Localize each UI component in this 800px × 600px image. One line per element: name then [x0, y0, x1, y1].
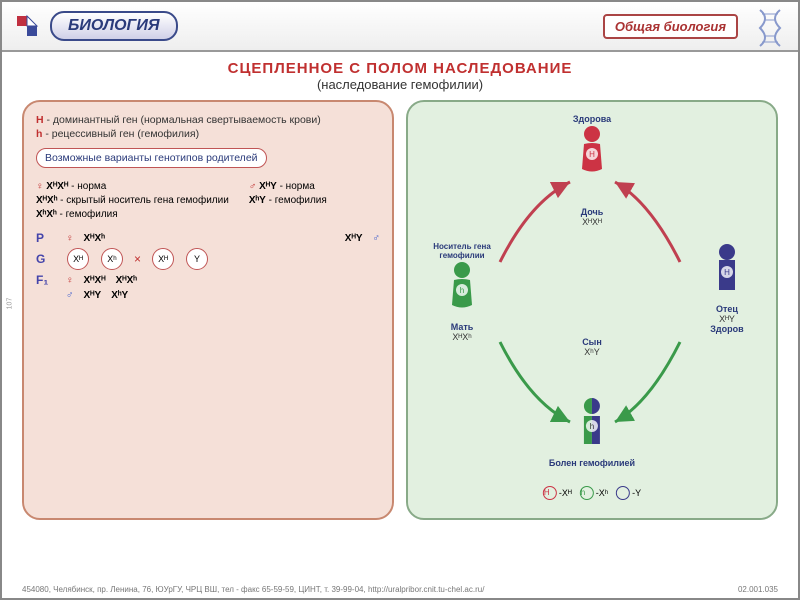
svg-text:h: h [590, 422, 594, 431]
genotype-header: Возможные варианты генотипов родителей [36, 148, 267, 168]
dna-icon [750, 8, 790, 46]
person-mother: Носитель гена гемофилии h Мать XᴴXʰ [422, 242, 502, 342]
cross-F1: F₁ ♀ XᴴXᴴ XᴴXʰ [36, 273, 380, 287]
label-daughter: Дочь XᴴXᴴ [581, 207, 604, 227]
section-button[interactable]: Общая биология [603, 14, 738, 39]
svg-text:H: H [589, 150, 595, 159]
cross-F1b: ♂ XᴴY XʰY [36, 290, 380, 301]
genotype-table: ♀ XᴴXᴴ - норма XᴴXʰ - скрытый носитель г… [36, 178, 380, 223]
cross-G: G Xᴴ Xʰ × Xᴴ Y [36, 248, 380, 270]
legend-h: h - рецессивный ген (гемофилия) [36, 128, 380, 140]
svg-text:H: H [724, 268, 730, 277]
genotype-panel: H - доминантный ген (нормальная свертыва… [22, 100, 394, 520]
male-column: ♂ XᴴY - норма XʰY - гемофилия [249, 178, 327, 223]
footer-bar: 454080, Челябинск, пр. Ленина, 76, ЮУрГУ… [22, 585, 778, 594]
title-sub: (наследование гемофилии) [22, 77, 778, 92]
cross-P: P ♀ XᴴXʰ XᴴY ♂ [36, 231, 380, 245]
label-son: Сын XʰY [582, 337, 602, 357]
cross-section: P ♀ XᴴXʰ XᴴY ♂ G Xᴴ Xʰ × Xᴴ Y [36, 231, 380, 301]
person-bottom: h Болен гемофилией [549, 396, 635, 468]
logo-icon [12, 11, 42, 41]
inheritance-diagram: Здорова H Носитель гена гемофилии h Мать… [420, 112, 764, 508]
footer-address: 454080, Челябинск, пр. Ленина, 76, ЮУрГУ… [22, 585, 484, 594]
footer-code: 02.001.035 [738, 585, 778, 594]
header-bar: БИОЛОГИЯ Общая биология [2, 2, 798, 52]
panels-row: H - доминантный ген (нормальная свертыва… [22, 100, 778, 520]
female-column: ♀ XᴴXᴴ - норма XᴴXʰ - скрытый носитель г… [36, 178, 229, 223]
title-main: СЦЕПЛЕННОЕ С ПОЛОМ НАСЛЕДОВАНИЕ [22, 60, 778, 77]
person-top: Здорова H [572, 114, 612, 186]
diagram-panel: Здорова H Носитель гена гемофилии h Мать… [406, 100, 778, 520]
diagram-legend: H-Xᴴ h-Xʰ -Y [543, 486, 641, 500]
legend-H: H - доминантный ген (нормальная свертыва… [36, 114, 380, 126]
content-area: СЦЕПЛЕННОЕ С ПОЛОМ НАСЛЕДОВАНИЕ (наследо… [2, 52, 798, 562]
svg-text:h: h [460, 286, 464, 295]
main-frame: 107 БИОЛОГИЯ Общая биология СЦЕПЛЕННОЕ С… [0, 0, 800, 600]
person-father: H Отец XᴴY Здоров [692, 242, 762, 334]
subject-button[interactable]: БИОЛОГИЯ [50, 11, 178, 41]
